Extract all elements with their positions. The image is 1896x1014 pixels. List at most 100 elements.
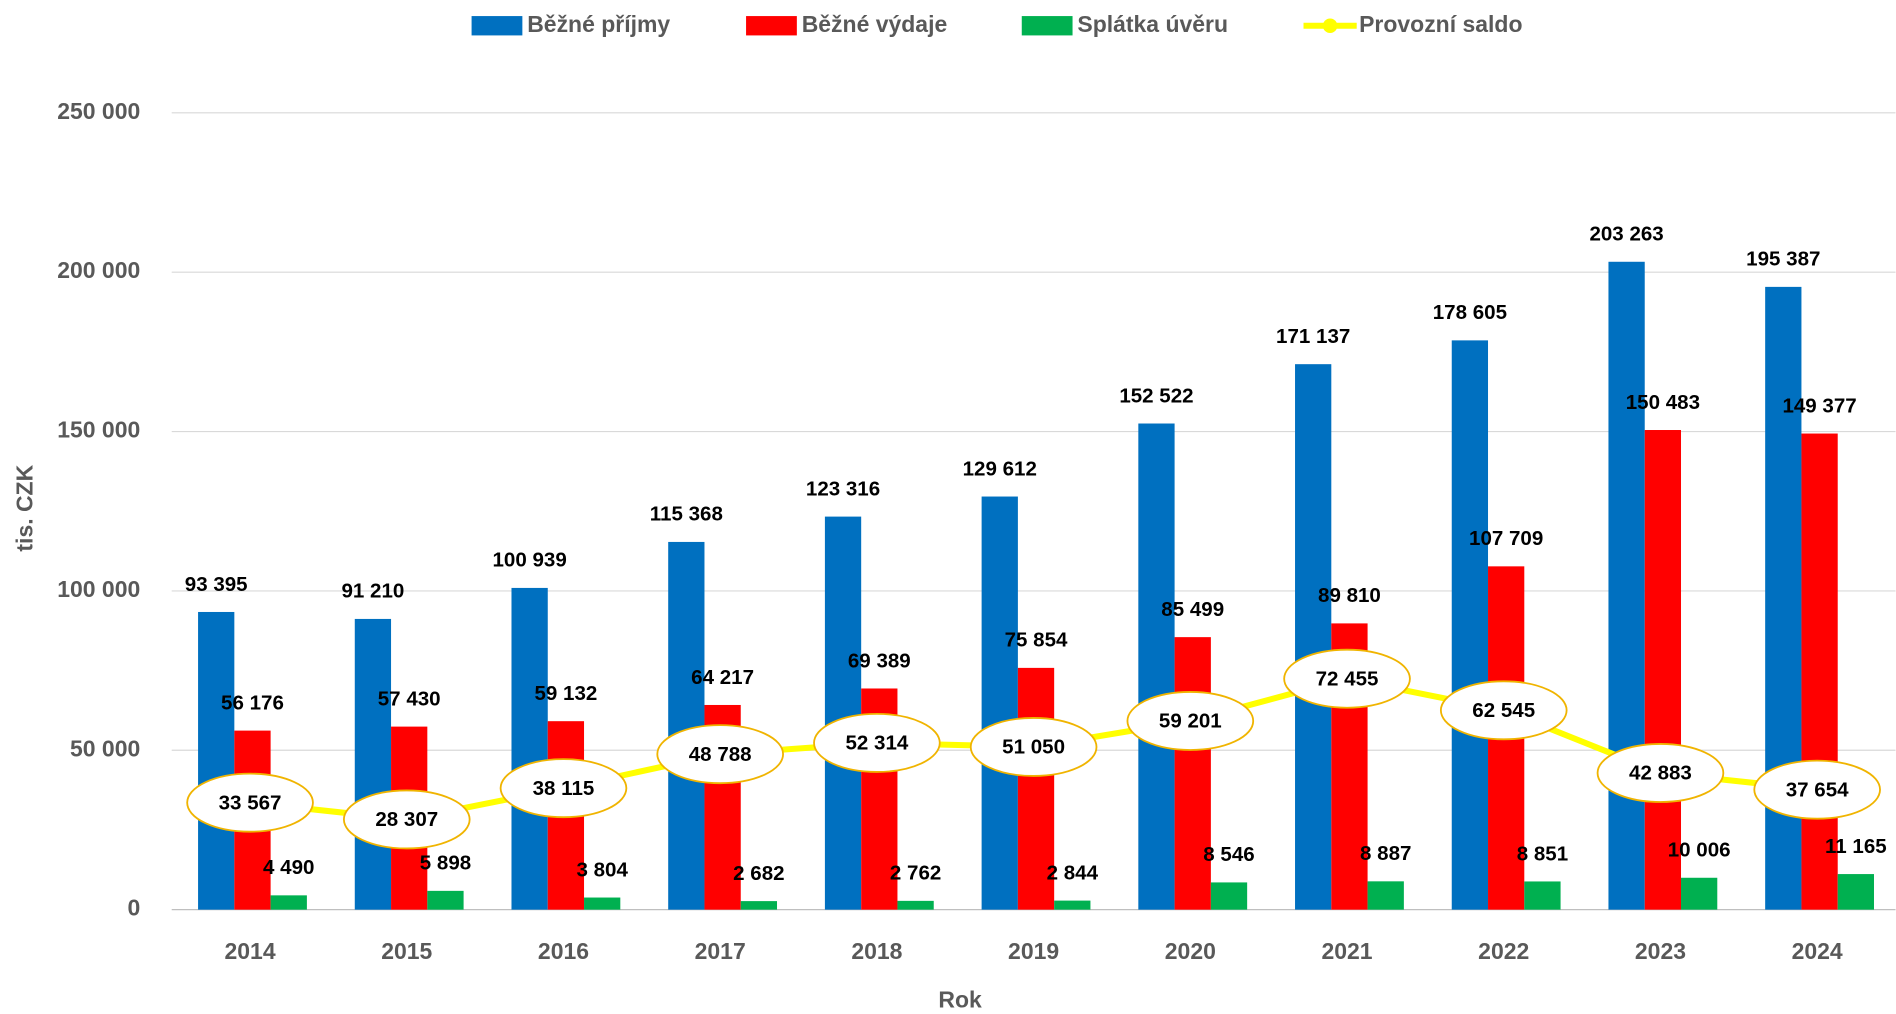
data-label: 59 201 xyxy=(1159,710,1222,733)
data-label: 38 115 xyxy=(533,777,595,800)
bar xyxy=(1054,900,1091,910)
legend-swatch xyxy=(746,16,797,36)
label-bubble xyxy=(1596,743,1725,803)
data-label: 33 567 xyxy=(219,791,282,814)
bar xyxy=(1608,261,1645,910)
bar xyxy=(511,587,548,910)
data-label: 2 844 xyxy=(1047,861,1099,884)
label-bubble xyxy=(1126,691,1255,751)
data-label: 52 314 xyxy=(845,732,908,755)
y-tick-label: 250 000 xyxy=(57,98,140,124)
data-label: 171 137 xyxy=(1276,325,1350,348)
x-tick-label: 2022 xyxy=(1478,938,1529,964)
y-tick-label: 0 xyxy=(127,895,140,921)
label-bubble xyxy=(186,772,314,833)
x-tick-label: 2020 xyxy=(1165,938,1216,964)
x-tick-label: 2017 xyxy=(695,938,746,964)
data-label: 107 709 xyxy=(1469,527,1543,550)
data-label: 91 210 xyxy=(341,580,404,603)
y-tick-label: 50 000 xyxy=(70,735,140,761)
x-tick-label: 2014 xyxy=(225,938,276,964)
bar xyxy=(1837,874,1874,910)
data-label: 57 430 xyxy=(378,687,441,710)
data-label: 48 788 xyxy=(689,743,752,766)
label-bubble xyxy=(342,789,471,850)
data-label: 2 682 xyxy=(733,862,784,885)
label-bubble xyxy=(1283,648,1411,709)
data-label: 11 165 xyxy=(1825,835,1887,858)
y-tick-label: 100 000 xyxy=(57,576,140,602)
data-label: 75 854 xyxy=(1005,629,1068,652)
data-label: 69 389 xyxy=(848,649,911,672)
bar xyxy=(668,541,705,910)
data-label: 62 545 xyxy=(1472,699,1535,722)
bar xyxy=(1524,881,1561,910)
legend-swatch xyxy=(471,16,523,36)
x-tick-label: 2021 xyxy=(1321,938,1372,964)
bar xyxy=(1367,881,1404,910)
data-label: 203 263 xyxy=(1589,223,1663,246)
x-tick-label: 2018 xyxy=(851,938,902,964)
data-label: 85 499 xyxy=(1161,598,1224,621)
data-label: 89 810 xyxy=(1318,584,1381,607)
data-label: 8 546 xyxy=(1203,843,1254,866)
bar xyxy=(354,618,392,910)
data-label: 64 217 xyxy=(691,666,754,689)
label-bubble xyxy=(969,717,1098,777)
data-label: 93 395 xyxy=(185,573,248,596)
x-tick-label: 2024 xyxy=(1792,938,1843,964)
data-label: 152 522 xyxy=(1119,384,1193,407)
data-label: 150 483 xyxy=(1626,391,1700,414)
data-label: 59 132 xyxy=(534,682,597,705)
data-label: 10 006 xyxy=(1668,839,1731,862)
label-bubble xyxy=(1439,680,1568,741)
bar xyxy=(1295,364,1332,910)
bar xyxy=(270,895,307,910)
legend-label: Běžné výdaje xyxy=(802,11,948,37)
bar xyxy=(1451,340,1489,910)
data-label: 100 939 xyxy=(492,549,566,572)
data-label: 129 612 xyxy=(963,457,1037,480)
bar xyxy=(740,901,778,910)
legend-label: Splátka úvěru xyxy=(1077,11,1228,37)
legend-marker xyxy=(1322,18,1338,33)
data-label: 28 307 xyxy=(375,808,438,831)
x-axis-label: Rok xyxy=(938,987,982,1013)
legend-label: Provozní saldo xyxy=(1359,11,1522,37)
data-label: 149 377 xyxy=(1782,394,1856,417)
bar xyxy=(897,900,934,910)
bar xyxy=(1174,637,1211,910)
data-label: 37 654 xyxy=(1786,778,1849,801)
bar xyxy=(198,611,235,910)
x-tick-label: 2023 xyxy=(1635,938,1686,964)
data-label: 8 887 xyxy=(1360,842,1411,865)
bar xyxy=(584,897,621,910)
x-tick-label: 2015 xyxy=(381,938,432,964)
bar xyxy=(1210,882,1248,910)
bar xyxy=(1138,423,1175,910)
legend-label: Běžné příjmy xyxy=(527,11,670,37)
bar xyxy=(824,516,862,910)
label-bubble xyxy=(813,712,941,773)
label-bubble xyxy=(656,724,784,785)
label-bubble xyxy=(1753,759,1881,820)
data-label: 72 455 xyxy=(1316,667,1379,690)
bar xyxy=(981,496,1018,910)
bar xyxy=(427,890,464,910)
label-bubble xyxy=(499,758,628,819)
x-tick-label: 2016 xyxy=(538,938,589,964)
data-label: 2 762 xyxy=(890,862,941,885)
data-label: 56 176 xyxy=(221,691,284,714)
legend-swatch xyxy=(1021,16,1073,36)
data-label: 4 490 xyxy=(263,856,314,879)
y-tick-label: 200 000 xyxy=(57,257,140,283)
data-label: 178 605 xyxy=(1433,301,1507,324)
data-label: 42 883 xyxy=(1629,762,1692,785)
data-label: 195 387 xyxy=(1746,248,1820,271)
y-axis-label: tis. CZK xyxy=(12,464,38,551)
bar xyxy=(1644,430,1682,910)
data-label: 123 316 xyxy=(806,477,880,500)
data-label: 8 851 xyxy=(1517,842,1568,865)
data-label: 51 050 xyxy=(1002,736,1065,759)
